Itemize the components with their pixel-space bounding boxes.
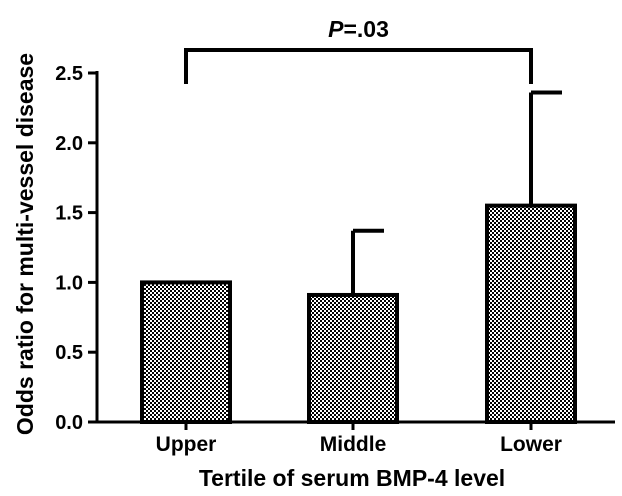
- bars-group: [140, 203, 577, 424]
- y-axis-title: Odds ratio for multi-vessel disease: [12, 53, 38, 435]
- x-category-label: Middle: [320, 433, 387, 456]
- p-value-annotation: P=.03: [328, 16, 389, 42]
- x-ticks-group: Upper Middle Lower: [156, 422, 562, 456]
- p-value-number: =.03: [343, 16, 388, 42]
- bar: [307, 292, 399, 424]
- y-ticks-group: 0.0 0.5 1.0 1.5 2.0 2.5: [55, 63, 97, 434]
- y-tick-label: 1.0: [55, 272, 83, 294]
- y-tick-label: 0.0: [55, 412, 83, 434]
- p-value-italic-p: P: [328, 16, 344, 42]
- y-tick-label: 2.0: [55, 133, 83, 155]
- y-tick-label: 1.5: [55, 203, 83, 225]
- bar: [140, 280, 232, 424]
- x-axis-title: Tertile of serum BMP-4 level: [199, 465, 505, 491]
- y-tick-label: 2.5: [55, 63, 83, 85]
- bar: [485, 203, 577, 424]
- x-category-label: Lower: [500, 433, 562, 456]
- significance-bracket: [184, 48, 533, 84]
- error-bars-group: [351, 90, 562, 295]
- y-tick-label: 0.5: [55, 342, 83, 364]
- x-category-label: Upper: [156, 433, 217, 456]
